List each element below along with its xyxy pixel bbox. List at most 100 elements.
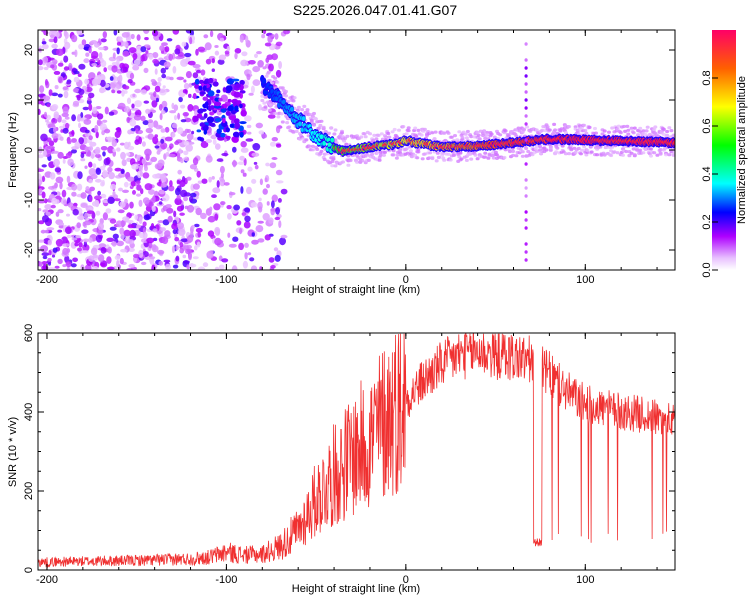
- noise-speckle: [192, 183, 200, 190]
- noise-speckle: [132, 190, 136, 195]
- ridge-halo: [382, 153, 386, 157]
- noise-speckle: [169, 180, 173, 187]
- spectrogram-xtick-label: 0: [403, 274, 409, 286]
- noise-speckle: [168, 53, 173, 61]
- noise-speckle: [136, 224, 142, 228]
- noise-speckle: [187, 104, 194, 112]
- noise-speckle: [93, 78, 101, 85]
- ridge-band-inner: [327, 142, 332, 148]
- noise-speckle: [200, 140, 209, 149]
- noise-speckle: [84, 146, 89, 153]
- noise-speckle: [159, 45, 165, 52]
- noise-speckle: [179, 212, 185, 216]
- noise-speckle: [63, 66, 70, 71]
- ridge-halo: [291, 130, 296, 134]
- noise-speckle: [38, 179, 43, 186]
- noise-speckle: [264, 42, 272, 47]
- noise-speckle: [138, 136, 143, 145]
- signal-cluster: [209, 111, 215, 116]
- ridge-halo: [663, 146, 667, 150]
- noise-speckle: [244, 215, 251, 222]
- ridge-halo: [616, 124, 621, 128]
- noise-speckle: [147, 133, 154, 140]
- ridge-halo: [667, 153, 672, 157]
- signal-cluster: [197, 108, 204, 114]
- noise-speckle: [177, 228, 186, 236]
- ridge-halo: [332, 132, 337, 136]
- noise-speckle: [57, 151, 64, 159]
- noise-speckle: [161, 73, 167, 79]
- ridge-halo: [649, 147, 653, 151]
- signal-cluster: [206, 116, 214, 123]
- noise-speckle: [53, 70, 61, 75]
- ridge-halo: [375, 150, 380, 154]
- noise-speckle: [174, 115, 177, 121]
- signal-cluster: [239, 79, 245, 86]
- noise-speckle: [51, 92, 59, 97]
- noise-speckle: [248, 60, 256, 65]
- vertical-artifact: [524, 226, 528, 230]
- noise-speckle: [106, 237, 115, 242]
- noise-speckle: [152, 30, 159, 37]
- noise-speckle: [49, 172, 56, 180]
- noise-speckle: [241, 51, 248, 57]
- noise-speckle: [128, 263, 135, 268]
- signal-cluster: [203, 129, 208, 135]
- noise-speckle: [117, 36, 123, 42]
- ridge-halo: [260, 98, 265, 103]
- noise-speckle: [161, 110, 166, 115]
- noise-speckle: [201, 178, 208, 184]
- noise-speckle: [41, 41, 47, 45]
- noise-speckle: [95, 131, 99, 139]
- ridge-halo: [464, 158, 469, 162]
- ridge-halo: [363, 135, 368, 139]
- noise-speckle: [224, 50, 230, 55]
- noise-speckle: [158, 260, 164, 266]
- noise-speckle: [175, 187, 181, 196]
- noise-speckle: [180, 119, 187, 123]
- noise-speckle: [182, 112, 189, 117]
- noise-speckle: [176, 205, 184, 212]
- ridge-halo: [469, 157, 474, 161]
- ridge-halo: [554, 143, 559, 147]
- noise-speckle: [104, 128, 111, 134]
- noise-speckle: [42, 255, 48, 260]
- ridge-halo: [490, 154, 495, 158]
- signal-cluster: [202, 85, 207, 92]
- noise-speckle: [175, 255, 180, 262]
- noise-speckle: [109, 226, 117, 231]
- noise-speckle: [100, 181, 105, 187]
- noise-speckle: [61, 189, 67, 198]
- noise-speckle: [120, 232, 125, 240]
- noise-speckle: [280, 188, 288, 195]
- noise-speckle: [102, 169, 108, 178]
- ridge-halo: [582, 123, 587, 127]
- ridge-halo: [398, 148, 403, 152]
- noise-speckle: [162, 85, 166, 89]
- noise-speckle: [271, 200, 275, 209]
- noise-speckle: [169, 143, 174, 149]
- noise-speckle: [242, 172, 247, 177]
- noise-speckle: [55, 211, 60, 217]
- noise-speckle: [119, 257, 124, 265]
- ridge-halo: [622, 124, 626, 129]
- noise-speckle: [50, 204, 56, 209]
- noise-speckle: [142, 172, 150, 179]
- snr-ylabel: SNR (10 * v/v): [7, 417, 19, 487]
- signal-cluster: [225, 127, 230, 133]
- noise-speckle: [148, 53, 154, 60]
- noise-speckle: [144, 148, 152, 157]
- noise-speckle: [111, 65, 118, 73]
- noise-speckle: [246, 73, 251, 81]
- noise-speckle: [169, 76, 174, 81]
- ridge-halo: [584, 131, 589, 135]
- noise-speckle: [168, 153, 176, 158]
- ridge-halo: [323, 130, 328, 134]
- ridge-halo: [490, 151, 495, 155]
- signal-cluster: [208, 77, 214, 84]
- snr-panel: -200 -100 0 100 0 200 400 600 Height of straigh…: [7, 324, 676, 595]
- signal-cluster: [210, 105, 215, 110]
- noise-speckle: [116, 240, 124, 247]
- noise-speckle: [60, 198, 67, 205]
- noise-speckle: [251, 239, 259, 245]
